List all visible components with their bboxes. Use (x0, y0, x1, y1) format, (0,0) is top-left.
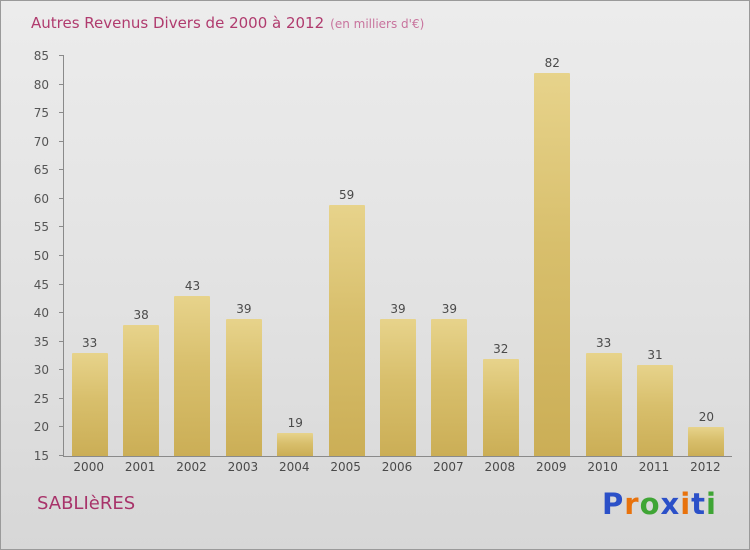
y-tick-mark (59, 169, 64, 171)
y-tick-mark (59, 55, 64, 56)
y-tick-mark (59, 369, 64, 371)
bar-group: 59 (321, 56, 372, 456)
plot-wrap: 33 38 43 39 19 59 39 39 32 82 33 31 20 (59, 55, 732, 457)
y-tick-label: 70 (33, 134, 49, 149)
bar-value-label: 38 (133, 307, 149, 322)
y-tick-label: 45 (33, 277, 49, 292)
bar-value-label: 39 (390, 301, 406, 316)
x-tick-label: 2010 (587, 460, 618, 474)
bar-group: 43 (167, 56, 218, 456)
x-tick-label: 2008 (484, 460, 516, 474)
bar-group: 32 (475, 56, 526, 456)
y-axis: 15 20 25 30 35 40 45 50 55 60 65 70 75 80 85 (1, 50, 57, 462)
x-tick-label: 2007 (433, 460, 464, 474)
y-tick-mark (59, 226, 64, 228)
x-axis-labels: 2000 2001 2002 2003 2004 2005 2006 2007 2008 2009… (63, 460, 731, 474)
x-tick-label: 2005 (330, 460, 361, 474)
bar-value-label: 31 (647, 347, 663, 362)
y-tick-mark (59, 255, 64, 256)
bar-group: 19 (270, 56, 321, 456)
bar-group: 39 (424, 56, 475, 456)
logo-letter: P (601, 487, 625, 521)
y-tick-label: 40 (33, 306, 49, 321)
bar-value-label: 33 (82, 336, 98, 351)
logo-letter: o (639, 487, 661, 521)
x-tick-label: 2011 (638, 460, 670, 474)
logo-letter: i (706, 487, 717, 521)
bar-value-label: 82 (544, 56, 560, 71)
bar (123, 324, 160, 456)
bar-value-label: 39 (441, 301, 458, 316)
bar (585, 353, 622, 456)
brand-label: SABLIèRES (37, 493, 136, 514)
x-tick-label: 2006 (381, 460, 413, 474)
bar-group: 33 (64, 56, 115, 456)
bar (534, 73, 571, 456)
x-tick-label: 2000 (73, 460, 104, 474)
y-tick-label: 75 (33, 106, 49, 121)
bar-value-label: 32 (493, 341, 509, 356)
chart-header: Autres Revenus Divers de 2000 à 2012 (en … (31, 13, 424, 32)
y-tick-label: 25 (33, 391, 49, 406)
bar-value-label: 33 (595, 336, 612, 351)
y-tick-label: 85 (33, 49, 49, 63)
y-tick-label: 55 (33, 220, 49, 235)
bar (688, 427, 725, 456)
bar (636, 364, 673, 456)
y-tick-mark (59, 340, 64, 342)
bar-value-label: 39 (236, 301, 252, 316)
y-tick-mark (59, 112, 64, 114)
x-tick-label: 2004 (278, 460, 310, 474)
bar-group: 39 (218, 56, 269, 456)
y-tick-mark (59, 426, 64, 428)
logo-letter: i (680, 487, 692, 521)
chart-title: Autres Revenus Divers de 2000 à 2012 (31, 14, 325, 32)
y-tick-label: 15 (33, 449, 49, 463)
y-tick-mark (59, 312, 64, 314)
chart-subtitle: (en milliers d'€) (330, 17, 425, 31)
logo-letter: t (691, 487, 707, 521)
y-tick-label: 60 (33, 191, 49, 206)
bar-value-label: 43 (184, 279, 201, 293)
y-tick-mark (59, 83, 64, 85)
bar-group: 38 (115, 56, 166, 456)
y-tick-mark (59, 397, 64, 399)
y-tick-mark (59, 140, 64, 142)
y-tick-label: 35 (33, 334, 49, 349)
bar (328, 204, 365, 456)
y-tick-label: 65 (33, 163, 49, 178)
bar (174, 296, 211, 456)
y-tick-mark (59, 283, 64, 285)
plot-area: 33 38 43 39 19 59 39 39 32 82 33 31 20 (59, 55, 732, 457)
bar (431, 318, 468, 456)
y-tick-label: 80 (33, 77, 49, 92)
bar (482, 358, 519, 456)
logo-letter: r (624, 487, 640, 521)
y-tick-label: 20 (33, 420, 49, 435)
logo-letter: x (660, 487, 681, 521)
bar-group: 33 (578, 56, 629, 456)
y-tick-label: 30 (33, 363, 49, 378)
bar-value-label: 19 (287, 416, 303, 431)
x-tick-label: 2012 (690, 460, 721, 474)
x-tick-label: 2009 (535, 460, 567, 474)
x-tick-label: 2001 (124, 460, 156, 474)
y-tick-label: 50 (33, 249, 49, 263)
bar-value-label: 20 (698, 410, 715, 425)
proxiti-logo[interactable]: Proxiti (602, 487, 717, 521)
bar (380, 318, 417, 456)
bar-group: 39 (372, 56, 423, 456)
x-tick-label: 2003 (227, 460, 259, 474)
y-tick-mark (59, 197, 64, 199)
bar-group: 31 (629, 56, 680, 456)
bar-group: 20 (681, 56, 732, 456)
y-tick-mark (59, 455, 64, 456)
bar (277, 433, 314, 456)
x-tick-label: 2002 (176, 460, 207, 474)
bar (71, 353, 108, 456)
bar-value-label: 59 (339, 187, 355, 202)
bar-group: 82 (527, 56, 578, 456)
bar (225, 318, 262, 456)
